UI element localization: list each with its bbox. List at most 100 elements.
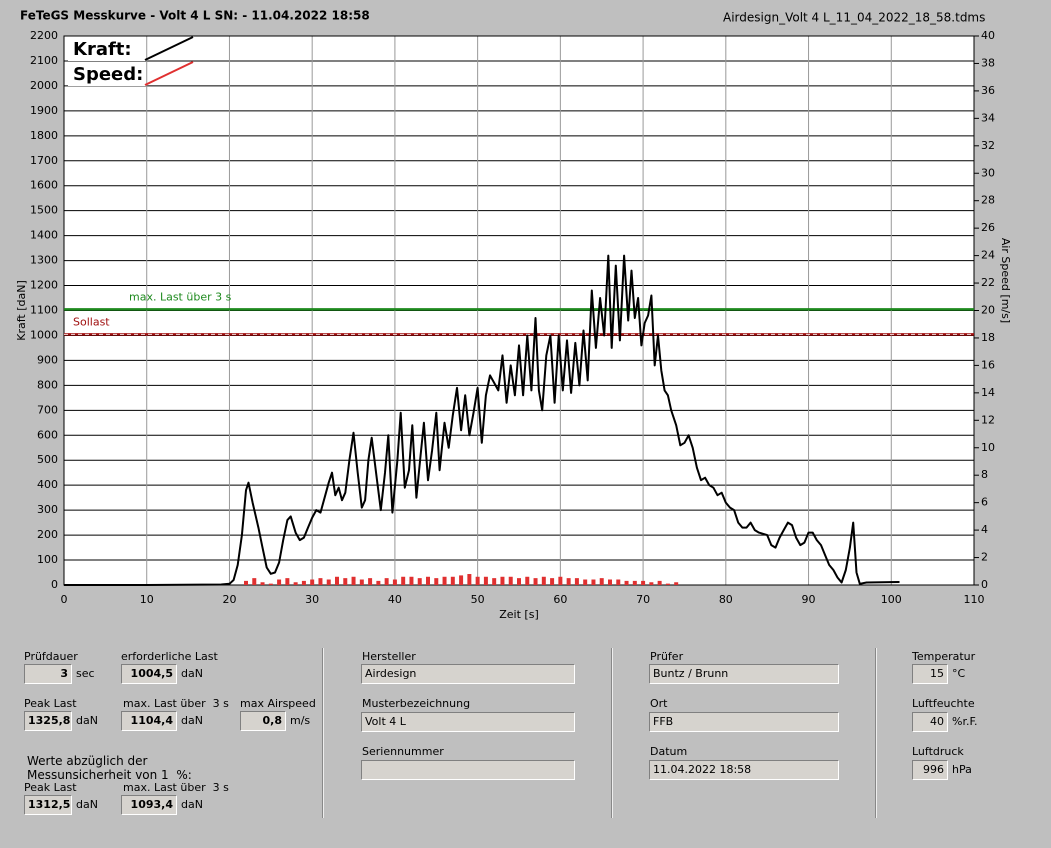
x-tick-label: 30	[305, 593, 319, 606]
legend-swatch	[144, 61, 194, 86]
annotation: Sollast	[73, 315, 110, 328]
y-tick-label: 2100	[30, 54, 58, 67]
field-label: Musterbezeichnung	[362, 697, 471, 710]
field-label: Datum	[650, 745, 688, 758]
field-unit: daN	[76, 714, 98, 727]
y-tick-label: 1100	[30, 304, 58, 317]
legend-bg	[68, 37, 146, 61]
field-value: 11.04.2022 18:58	[649, 760, 839, 780]
x-tick-label: 20	[222, 593, 236, 606]
separator	[875, 648, 877, 818]
annotation: max. Last über 3 s	[129, 290, 232, 303]
field-label: Prüfdauer	[24, 650, 78, 663]
note: Werte abzüglich der	[27, 754, 148, 768]
y-tick-label: 900	[37, 353, 58, 366]
file-name: Airdesign_Volt 4 L_11_04_2022_18_58.tdms	[723, 11, 985, 25]
y2-tick-label: 28	[981, 194, 995, 207]
field-unit: %r.F.	[952, 715, 978, 728]
separator	[611, 648, 613, 818]
x-tick-label: 80	[719, 593, 733, 606]
y2-tick-label: 12	[981, 413, 995, 426]
x-tick-label: 100	[881, 593, 902, 606]
y-tick-label: 600	[37, 428, 58, 441]
field-label: max. Last über 3 s	[123, 781, 229, 794]
x-axis-label: Zeit [s]	[499, 608, 538, 621]
x-tick-label: 40	[388, 593, 402, 606]
field-label: Peak Last	[24, 781, 77, 794]
y-tick-label: 200	[37, 528, 58, 541]
y2-axis-label: Air Speed [m/s]	[999, 238, 1012, 323]
y2-tick-label: 2	[981, 551, 988, 564]
field-label: Temperatur	[912, 650, 976, 663]
field-label: max. Last über 3 s	[123, 697, 229, 710]
y-tick-label: 1300	[30, 254, 58, 267]
field-label: Seriennummer	[362, 745, 444, 758]
legend-bg	[68, 62, 146, 86]
field-unit: °C	[952, 667, 966, 680]
field-label: Hersteller	[362, 650, 416, 663]
y-tick-label: 0	[51, 578, 58, 591]
y2-tick-label: 36	[981, 84, 995, 97]
y-tick-label: 1800	[30, 129, 58, 142]
field-value: Airdesign	[361, 664, 575, 684]
y2-tick-label: 14	[981, 386, 995, 399]
field-label: Ort	[650, 697, 668, 710]
field-value: 40	[912, 712, 948, 732]
y2-tick-label: 38	[981, 56, 995, 69]
y-tick-label: 1600	[30, 179, 58, 192]
y-tick-label: 1700	[30, 154, 58, 167]
x-tick-label: 110	[964, 593, 985, 606]
y-tick-label: 2200	[30, 29, 58, 42]
field-unit: daN	[181, 798, 203, 811]
field-value: 1104,4	[121, 711, 177, 731]
y2-tick-label: 26	[981, 221, 995, 234]
force-line	[64, 254, 900, 586]
field-unit: daN	[76, 798, 98, 811]
y-tick-label: 1400	[30, 229, 58, 242]
y2-tick-label: 22	[981, 276, 995, 289]
field-label: Peak Last	[24, 697, 77, 710]
y2-tick-label: 8	[981, 468, 988, 481]
y2-tick-label: 4	[981, 523, 988, 536]
field-label: Luftfeuchte	[912, 697, 975, 710]
field-label: max Airspeed	[240, 697, 316, 710]
y-axis-label: Kraft [daN]	[15, 280, 28, 341]
legend-label: Kraft:	[73, 39, 132, 60]
field-value: 1004,5	[121, 664, 177, 684]
legend-swatch	[144, 36, 194, 61]
y2-tick-label: 16	[981, 358, 995, 371]
chart: FeTeGS Messkurve - Volt 4 L SN: - 11.04.…	[15, 9, 1012, 622]
note: Messunsicherheit von 1 %:	[27, 768, 192, 782]
x-tick-label: 90	[802, 593, 816, 606]
x-tick-label: 0	[61, 593, 68, 606]
field-value: FFB	[649, 712, 839, 732]
x-tick-label: 70	[636, 593, 650, 606]
field-value: 1093,4	[121, 795, 177, 815]
y2-tick-label: 6	[981, 496, 988, 509]
field-value: 0,8	[240, 711, 286, 731]
field-label: Prüfer	[650, 650, 684, 663]
y-tick-label: 2000	[30, 79, 58, 92]
y2-tick-label: 20	[981, 304, 995, 317]
y-tick-label: 100	[37, 553, 58, 566]
field-unit: daN	[181, 667, 203, 680]
field-value: 15	[912, 664, 948, 684]
legend-label: Speed:	[73, 64, 143, 85]
title: FeTeGS Messkurve - Volt 4 L SN: - 11.04.…	[20, 9, 370, 23]
y-tick-label: 800	[37, 378, 58, 391]
field-unit: m/s	[290, 714, 311, 727]
y-tick-label: 1200	[30, 279, 58, 292]
y-tick-label: 1000	[30, 328, 58, 341]
y2-tick-label: 32	[981, 139, 995, 152]
field-value: 3	[24, 664, 72, 684]
x-tick-label: 10	[140, 593, 154, 606]
y2-tick-label: 18	[981, 331, 995, 344]
x-tick-label: 60	[553, 593, 567, 606]
y2-tick-label: 40	[981, 29, 995, 42]
y-tick-label: 300	[37, 503, 58, 516]
field-label: Luftdruck	[912, 745, 964, 758]
field-value: Volt 4 L	[361, 712, 575, 732]
x-tick-label: 50	[471, 593, 485, 606]
y2-tick-label: 10	[981, 441, 995, 454]
